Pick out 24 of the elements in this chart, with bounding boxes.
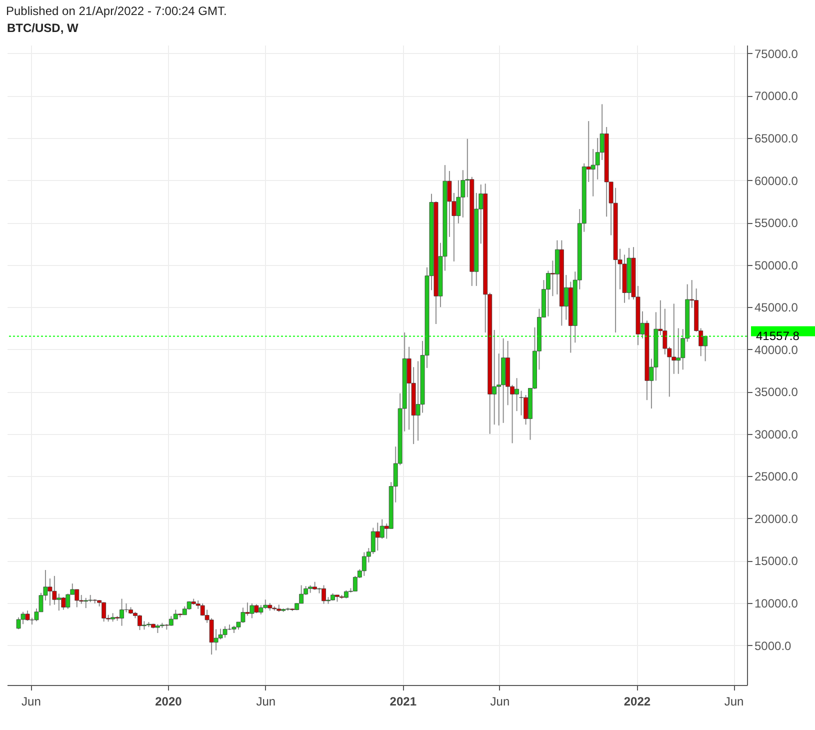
x-tick-label: 2020 [155,694,182,708]
y-tick-label: 25000.0 [754,470,798,484]
y-tick-label: 40000.0 [754,342,798,357]
text: Published on 21/Apr/2022 - 7:00:24 GMT. [5,3,228,20]
y-tick-label: 30000.0 [754,427,798,442]
y-tick-label: 70000.0 [754,89,798,104]
x-tick-label: Jun [490,694,510,708]
y-tick-label: 45000.0 [754,300,798,315]
x-tick-label: 2021 [390,694,417,708]
y-tick-label: 50000.0 [754,258,798,272]
y-tick-label: 60000.0 [754,174,798,188]
x-tick-label: Jun [724,694,744,708]
chart-title: BTC/USD, W [7,21,79,35]
x-tick-label: 2022 [624,694,651,708]
y-tick-label: 20000.0 [754,512,798,526]
y-tick-label: 15000.0 [754,554,798,568]
x-tick-label: Jun [256,694,276,708]
y-tick-label: 55000.0 [754,216,798,230]
y-tick-label: 5000.0 [754,638,792,653]
x-tick-label: Jun [22,694,41,708]
y-tick-label: 65000.0 [754,132,798,146]
y-tick-label: 35000.0 [754,385,798,400]
y-tick-label: 10000.0 [754,596,798,610]
y-tick-label: 75000.0 [754,46,798,61]
